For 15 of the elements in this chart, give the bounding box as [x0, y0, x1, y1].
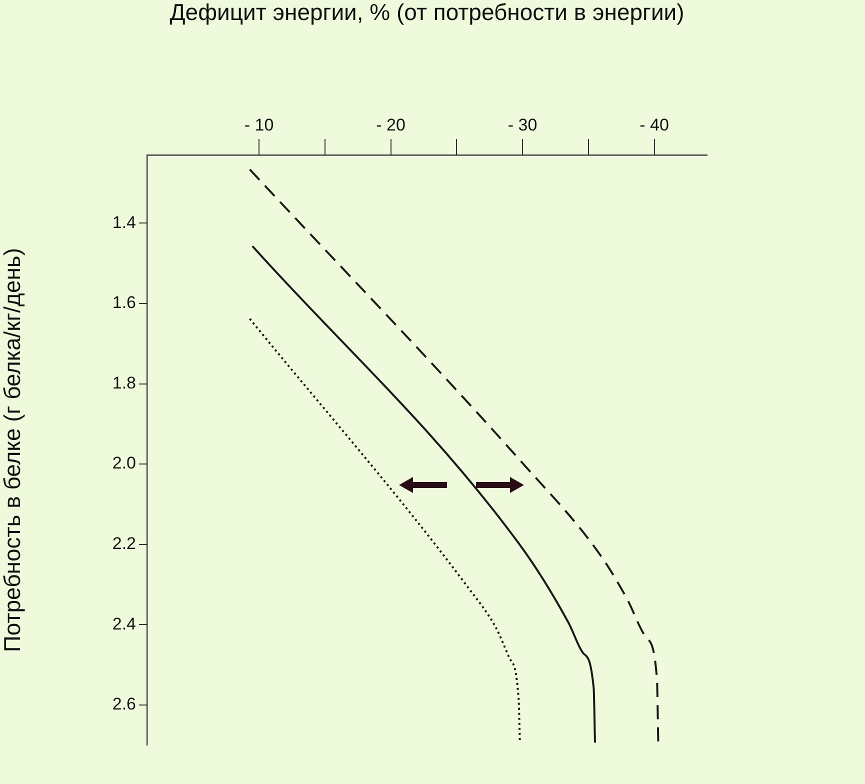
x-tick-label: - 30: [508, 115, 538, 134]
y-tick-label: 1.4: [112, 212, 136, 232]
y-tick-label: 2.4: [112, 614, 136, 634]
x-axis-title: Дефицит энергии, % (от потребности в энергии): [170, 0, 684, 26]
y-tick-label: 2.0: [112, 454, 136, 473]
y-tick-label: 1.6: [112, 293, 136, 312]
x-tick-label: - 10: [244, 115, 274, 134]
y-tick-label: 2.6: [112, 694, 136, 714]
line-series: [248, 168, 660, 744]
y-tick-label: 1.8: [112, 373, 136, 392]
x-tick-label: - 20: [376, 115, 406, 134]
x-tick-label: - 40: [640, 115, 669, 134]
y-axis-title: Потребность в белке (г белка/кг/день): [0, 248, 26, 652]
y-tick-label: 2.2: [112, 534, 136, 554]
line-series: [251, 245, 596, 744]
